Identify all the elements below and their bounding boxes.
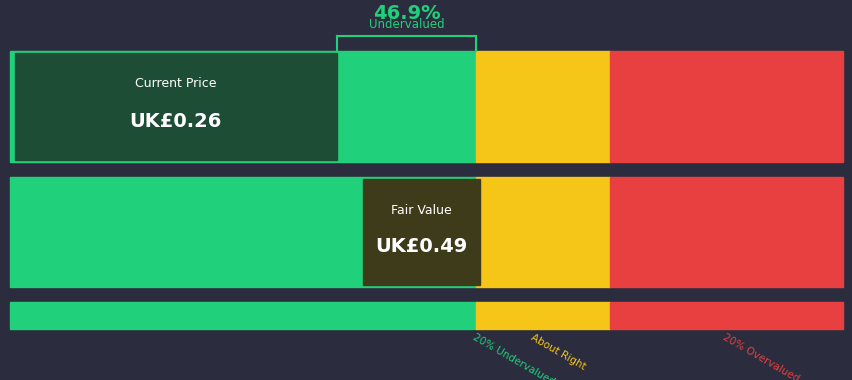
Bar bbox=[475, 302, 609, 329]
Bar bbox=[475, 177, 609, 287]
Text: Undervalued: Undervalued bbox=[368, 18, 444, 31]
Text: UK£0.49: UK£0.49 bbox=[375, 238, 467, 256]
Text: 46.9%: 46.9% bbox=[372, 4, 440, 23]
Bar bbox=[609, 51, 842, 162]
Bar bbox=[10, 177, 475, 287]
Text: Current Price: Current Price bbox=[135, 77, 216, 90]
Bar bbox=[10, 302, 475, 329]
Bar bbox=[10, 51, 475, 162]
Bar bbox=[475, 51, 609, 162]
Text: About Right: About Right bbox=[529, 332, 587, 372]
Bar bbox=[609, 177, 842, 287]
Text: 20% Overvalued: 20% Overvalued bbox=[721, 332, 800, 380]
Bar bbox=[362, 179, 480, 285]
Text: Fair Value: Fair Value bbox=[390, 204, 452, 217]
Text: 20% Undervalued: 20% Undervalued bbox=[470, 332, 556, 380]
Bar bbox=[14, 53, 337, 160]
Bar bbox=[609, 302, 842, 329]
Text: UK£0.26: UK£0.26 bbox=[130, 112, 222, 131]
